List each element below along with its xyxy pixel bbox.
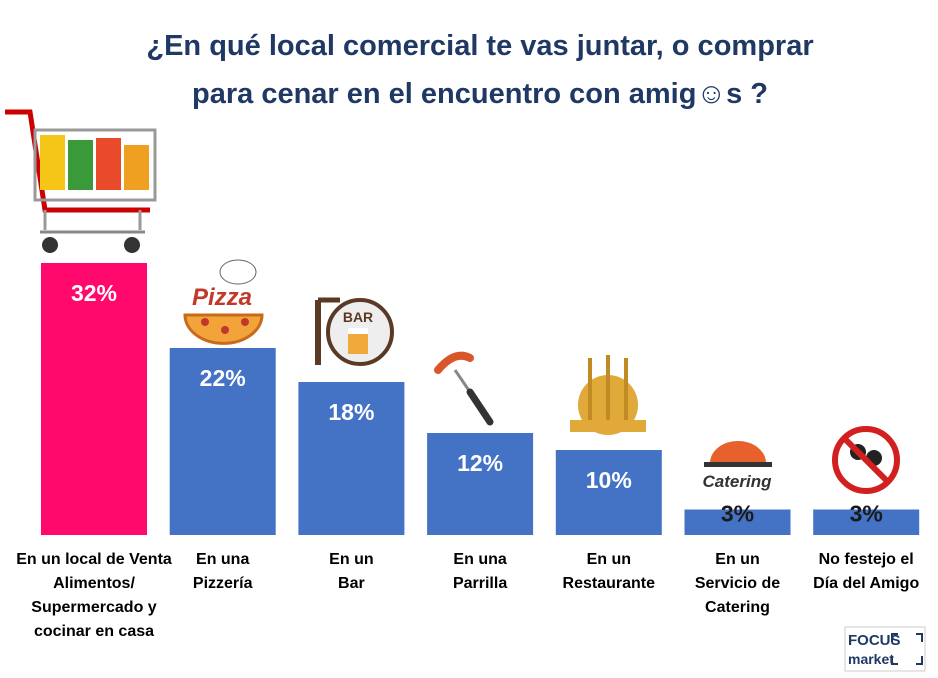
- x-tick-label: En un Bar: [329, 551, 374, 592]
- x-tick-label: En un local de Venta Alimentos/ Supermer…: [16, 551, 172, 640]
- value-label: 12%: [457, 450, 503, 476]
- value-label: 3%: [721, 501, 754, 527]
- catering-icon-label: Catering: [703, 472, 773, 491]
- no-balloons-icon: [832, 426, 900, 494]
- bar-icon-label: BAR: [343, 309, 373, 325]
- x-tick-label: En una Pizzería: [192, 551, 253, 592]
- pizza-icon: Pizza: [183, 259, 264, 345]
- value-label: 10%: [586, 467, 632, 493]
- x-tick-label: En un Servicio de Catering: [694, 551, 781, 616]
- value-label: 22%: [200, 365, 246, 391]
- bar: [684, 509, 791, 535]
- bar: [169, 348, 276, 535]
- restaurant-icon: [570, 355, 646, 435]
- bar: [427, 433, 534, 535]
- x-tick-label: No festejo el Día del Amigo: [813, 551, 920, 592]
- value-label: 18%: [328, 399, 374, 425]
- chart-title: ¿En qué local comercial te vas juntar, o…: [146, 30, 814, 110]
- value-label: 32%: [71, 280, 117, 306]
- logo-text: market: [848, 651, 894, 667]
- bar: [41, 263, 147, 535]
- value-label: 3%: [850, 501, 883, 527]
- cart-icon: [5, 109, 157, 253]
- logo: FOCUS market: [844, 626, 926, 672]
- bar: [555, 450, 662, 535]
- bar-icon: BAR: [315, 297, 394, 366]
- catering-icon: Catering: [703, 441, 773, 491]
- bar: [298, 382, 405, 535]
- x-tick-label: En un Restaurante: [562, 551, 656, 592]
- x-tick-label: En una Parrilla: [452, 551, 508, 592]
- bar: [813, 509, 920, 535]
- grill-icon: [434, 351, 494, 426]
- logo-text: FOCUS: [848, 632, 901, 649]
- pizza-icon-label: Pizza: [192, 284, 252, 311]
